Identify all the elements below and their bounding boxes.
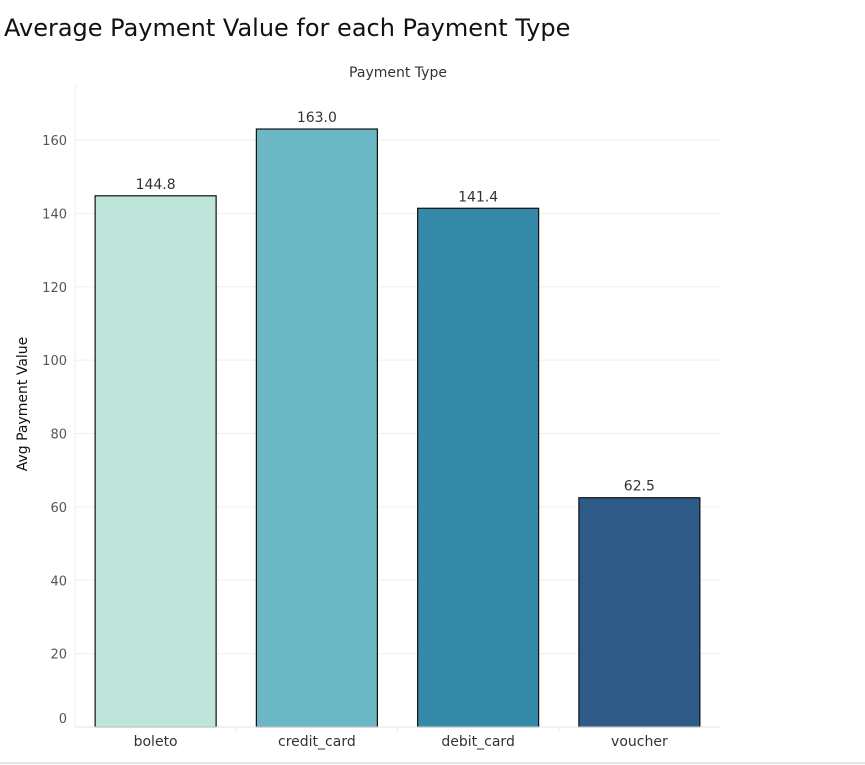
y-tick-label: 80 [50, 428, 67, 443]
data-label: 144.8 [136, 177, 176, 193]
y-tick-label: 140 [42, 207, 67, 222]
x-category-label: debit_card [441, 734, 514, 750]
x-axis-header: Payment Type [349, 65, 447, 81]
bars [94, 128, 701, 728]
y-tick-label: 100 [42, 354, 67, 369]
data-labels: 144.8 163.0 141.4 62.5 [136, 110, 655, 495]
y-tick-label: 0 [59, 712, 67, 727]
y-axis-label: Avg Payment Value [15, 337, 31, 472]
bar [417, 207, 540, 728]
x-category-label: credit_card [278, 734, 356, 750]
bar [578, 497, 701, 728]
y-tick-label: 40 [50, 574, 67, 589]
data-label: 141.4 [458, 189, 498, 205]
y-tick-label: 60 [50, 501, 67, 516]
bar [94, 195, 217, 728]
bar [255, 128, 378, 728]
x-category-label: boleto [134, 734, 178, 750]
chart-title: Average Payment Value for each Payment T… [4, 14, 571, 42]
x-axis-categories: boleto credit_card debit_card voucher [134, 727, 668, 750]
y-tick-label: 20 [50, 648, 67, 663]
y-axis-ticks: 0 20 40 60 80 100 120 140 160 [42, 134, 67, 727]
y-tick-label: 160 [42, 134, 67, 149]
x-category-label: voucher [611, 734, 668, 750]
data-label: 62.5 [624, 479, 655, 495]
data-label: 163.0 [297, 110, 337, 126]
y-tick-label: 120 [42, 281, 67, 296]
